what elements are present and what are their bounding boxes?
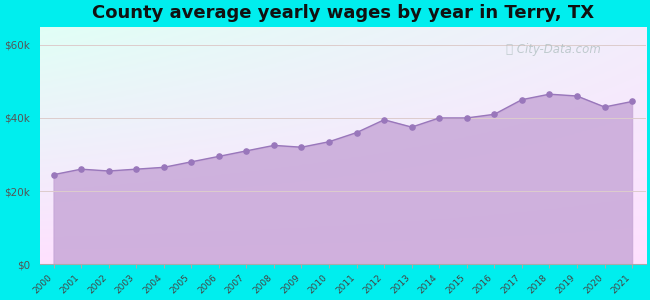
Point xyxy=(76,167,86,172)
Point xyxy=(48,172,58,177)
Point xyxy=(517,97,527,102)
Point xyxy=(599,105,610,110)
Point xyxy=(379,117,389,122)
Point xyxy=(434,116,445,120)
Point xyxy=(406,125,417,130)
Text: Ⓜ City-Data.com: Ⓜ City-Data.com xyxy=(506,43,601,56)
Point xyxy=(352,130,362,135)
Point xyxy=(296,145,307,150)
Point xyxy=(544,92,554,97)
Point xyxy=(324,139,334,144)
Point xyxy=(186,159,196,164)
Point xyxy=(572,94,582,98)
Title: County average yearly wages by year in Terry, TX: County average yearly wages by year in T… xyxy=(92,4,594,22)
Point xyxy=(159,165,169,170)
Point xyxy=(103,169,114,173)
Point xyxy=(268,143,279,148)
Point xyxy=(627,99,637,104)
Point xyxy=(131,167,142,172)
Point xyxy=(489,112,499,117)
Point xyxy=(462,116,472,120)
Point xyxy=(241,148,252,153)
Point xyxy=(214,154,224,159)
